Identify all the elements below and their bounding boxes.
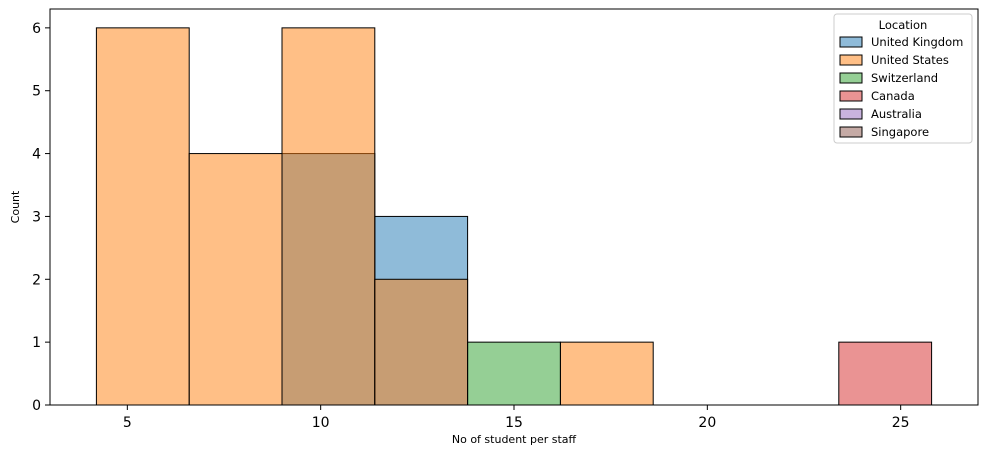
x-tick-label: 10 — [312, 415, 330, 431]
legend-swatch — [839, 108, 863, 120]
y-tick-label: 4 — [32, 147, 41, 163]
legend: Location United Kingdom United States Swit… — [833, 13, 973, 144]
legend-entry: Singapore — [871, 125, 929, 139]
y-tick-label: 0 — [32, 398, 41, 414]
x-tick-label: 15 — [505, 415, 523, 431]
x-axis-label: No of student per staff — [452, 433, 577, 446]
bars-layer — [95, 27, 933, 406]
legend-swatch — [839, 72, 863, 84]
y-tick-label: 6 — [32, 21, 41, 37]
bar — [374, 278, 469, 406]
x-tick-label: 20 — [698, 415, 716, 431]
x-tick-label: 5 — [123, 415, 132, 431]
legend-box — [833, 13, 973, 144]
legend-entry: Canada — [871, 89, 915, 103]
legend-swatch — [839, 90, 863, 102]
x-tick-label: 25 — [892, 415, 910, 431]
y-tick-label: 1 — [32, 335, 41, 351]
bar — [838, 341, 933, 406]
bar — [188, 153, 283, 406]
legend-entry: Switzerland — [871, 71, 938, 85]
legend-swatch — [839, 126, 863, 138]
bar — [467, 341, 561, 406]
bar — [559, 341, 654, 406]
y-axis-label: Count — [9, 190, 22, 223]
y-tick-label: 2 — [32, 272, 41, 288]
legend-entry: United States — [871, 53, 949, 67]
legend-swatch — [839, 36, 863, 48]
bar — [95, 27, 190, 406]
y-tick-label: 3 — [32, 209, 41, 225]
legend-items: United Kingdom United States Switzerland Ca… — [839, 35, 963, 139]
legend-swatch — [839, 54, 863, 66]
y-tick-label: 5 — [32, 84, 41, 100]
legend-entry: Australia — [871, 107, 922, 121]
bar — [281, 27, 376, 406]
x-axis-ticks: 5 10 15 20 25 — [123, 405, 910, 431]
legend-title: Location — [879, 18, 928, 32]
y-axis-ticks: 0 1 2 3 4 5 6 — [32, 21, 50, 414]
legend-entry: United Kingdom — [871, 35, 963, 49]
